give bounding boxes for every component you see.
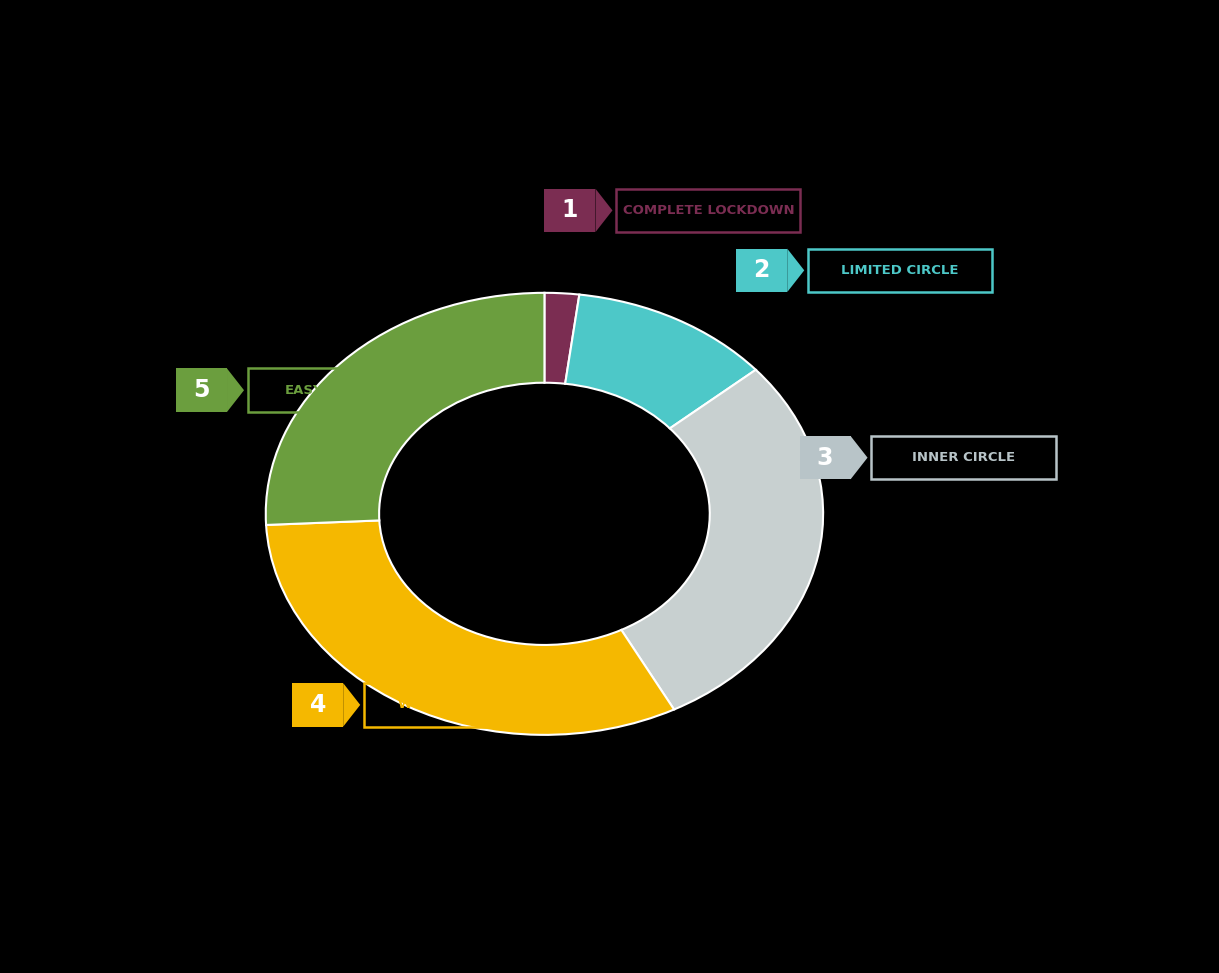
- Wedge shape: [566, 295, 756, 428]
- Text: 1: 1: [562, 198, 578, 223]
- Text: WIDENING CIRCLE: WIDENING CIRCLE: [399, 699, 533, 711]
- Polygon shape: [787, 249, 805, 292]
- FancyBboxPatch shape: [800, 436, 851, 480]
- Polygon shape: [595, 189, 612, 233]
- Text: LIMITED CIRCLE: LIMITED CIRCLE: [841, 264, 959, 277]
- Text: 4: 4: [310, 693, 325, 717]
- Wedge shape: [266, 521, 674, 735]
- Polygon shape: [344, 683, 361, 727]
- FancyBboxPatch shape: [293, 683, 344, 727]
- Wedge shape: [622, 370, 823, 709]
- Text: INNER CIRCLE: INNER CIRCLE: [912, 451, 1015, 464]
- Text: 5: 5: [194, 378, 210, 402]
- FancyBboxPatch shape: [736, 249, 787, 292]
- Polygon shape: [227, 369, 244, 412]
- Wedge shape: [545, 293, 579, 383]
- FancyBboxPatch shape: [176, 369, 227, 412]
- Text: EASY-GOING: EASY-GOING: [285, 383, 375, 397]
- Text: 2: 2: [753, 259, 770, 282]
- Wedge shape: [266, 293, 545, 525]
- Text: COMPLETE LOCKDOWN: COMPLETE LOCKDOWN: [623, 204, 794, 217]
- Polygon shape: [851, 436, 868, 480]
- Text: 3: 3: [817, 446, 834, 470]
- FancyBboxPatch shape: [545, 189, 595, 233]
